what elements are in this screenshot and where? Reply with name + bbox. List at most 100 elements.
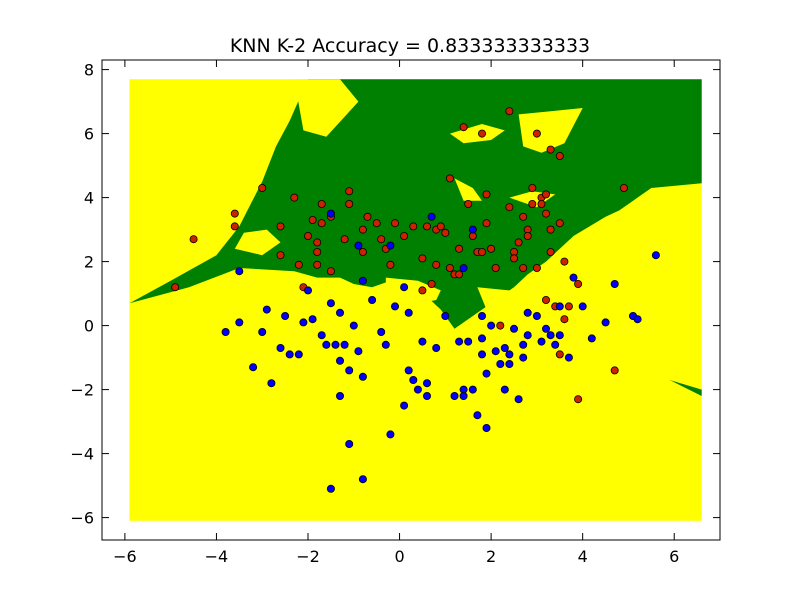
blue-data-point bbox=[473, 411, 482, 420]
red-data-point bbox=[477, 247, 486, 256]
blue-data-point bbox=[303, 286, 312, 295]
red-data-point bbox=[445, 174, 454, 183]
red-data-point bbox=[377, 235, 386, 244]
blue-data-point bbox=[505, 359, 514, 368]
blue-data-point bbox=[377, 327, 386, 336]
blue-data-point bbox=[340, 340, 349, 349]
blue-data-point bbox=[262, 305, 271, 314]
blue-data-point bbox=[285, 350, 294, 359]
blue-data-point bbox=[400, 401, 409, 410]
blue-data-point bbox=[345, 366, 354, 375]
blue-data-point bbox=[235, 267, 244, 276]
blue-data-point bbox=[546, 331, 555, 340]
blue-data-point bbox=[335, 356, 344, 365]
red-data-point bbox=[418, 286, 427, 295]
plot-frame bbox=[101, 59, 721, 541]
x-tick-label: −4 bbox=[205, 547, 229, 566]
blue-data-point bbox=[514, 395, 523, 404]
blue-data-point bbox=[482, 369, 491, 378]
blue-data-point bbox=[564, 353, 573, 362]
x-tick-label: −6 bbox=[113, 547, 137, 566]
decision-regions bbox=[129, 79, 702, 521]
y-tick-label: −4 bbox=[70, 445, 94, 464]
x-tick-label: 0 bbox=[394, 547, 404, 566]
red-data-point bbox=[546, 225, 555, 234]
red-data-point bbox=[574, 395, 583, 404]
red-data-point bbox=[358, 225, 367, 234]
red-data-point bbox=[313, 238, 322, 247]
yellow-region-island bbox=[477, 287, 533, 313]
red-data-point bbox=[258, 183, 267, 192]
blue-data-point bbox=[354, 241, 363, 250]
blue-data-point bbox=[532, 311, 541, 320]
red-data-point bbox=[189, 235, 198, 244]
blue-data-point bbox=[523, 331, 532, 340]
red-data-point bbox=[514, 238, 523, 247]
red-data-point bbox=[455, 270, 464, 279]
blue-data-point bbox=[455, 337, 464, 346]
red-data-point bbox=[532, 129, 541, 138]
red-data-point bbox=[326, 267, 335, 276]
red-data-point bbox=[574, 279, 583, 288]
blue-data-point bbox=[523, 308, 532, 317]
red-data-point bbox=[523, 231, 532, 240]
red-data-point bbox=[400, 231, 409, 240]
red-data-point bbox=[303, 231, 312, 240]
x-tick-label: 2 bbox=[486, 547, 496, 566]
blue-data-point bbox=[381, 340, 390, 349]
yellow-region-island bbox=[234, 229, 281, 256]
red-data-point bbox=[555, 350, 564, 359]
red-data-point bbox=[546, 145, 555, 154]
red-data-point bbox=[345, 187, 354, 196]
blue-data-point bbox=[587, 334, 596, 343]
blue-data-point bbox=[409, 375, 418, 384]
blue-data-point bbox=[578, 302, 587, 311]
blue-data-point bbox=[427, 212, 436, 221]
blue-data-point bbox=[468, 385, 477, 394]
red-data-point bbox=[436, 222, 445, 231]
x-axis: −6 −4 −2 0 2 4 6 bbox=[113, 60, 679, 566]
red-data-point bbox=[317, 199, 326, 208]
blue-data-point bbox=[326, 484, 335, 493]
blue-data-point bbox=[477, 350, 486, 359]
red-data-point bbox=[409, 222, 418, 231]
red-data-point bbox=[386, 260, 395, 269]
blue-data-point bbox=[308, 315, 317, 324]
green-region-patch bbox=[669, 380, 702, 396]
blue-data-point bbox=[317, 331, 326, 340]
y-tick-label: 4 bbox=[84, 189, 94, 208]
blue-data-point bbox=[276, 343, 285, 352]
y-axis: −6 −4 −2 0 2 4 6 8 bbox=[70, 61, 720, 528]
blue-data-point bbox=[491, 347, 500, 356]
blue-data-point bbox=[404, 366, 413, 375]
red-data-point bbox=[340, 235, 349, 244]
red-data-point bbox=[358, 247, 367, 256]
red-data-point bbox=[441, 228, 450, 237]
red-data-point bbox=[276, 251, 285, 260]
red-data-point bbox=[555, 219, 564, 228]
red-data-point bbox=[432, 260, 441, 269]
red-data-point bbox=[464, 199, 473, 208]
blue-data-point bbox=[335, 391, 344, 400]
blue-data-point bbox=[505, 350, 514, 359]
red-data-point bbox=[313, 247, 322, 256]
blue-data-point bbox=[221, 327, 230, 336]
yellow-region-island bbox=[518, 108, 583, 153]
red-data-point bbox=[290, 193, 299, 202]
red-data-point bbox=[509, 254, 518, 263]
x-tick-label: −2 bbox=[296, 547, 320, 566]
yellow-region-island bbox=[454, 178, 482, 201]
blue-data-point bbox=[519, 340, 528, 349]
yellow-region-island bbox=[385, 277, 441, 307]
blue-data-point bbox=[345, 439, 354, 448]
y-tick-label: 0 bbox=[84, 317, 94, 336]
red-data-point bbox=[294, 260, 303, 269]
blue-data-point bbox=[404, 308, 413, 317]
red-data-point bbox=[519, 263, 528, 272]
blue-data-point bbox=[258, 327, 267, 336]
red-data-point bbox=[171, 283, 180, 292]
blue-data-point bbox=[459, 263, 468, 272]
blue-data-point bbox=[468, 225, 477, 234]
blue-data-point bbox=[413, 385, 422, 394]
blue-data-point bbox=[569, 273, 578, 282]
